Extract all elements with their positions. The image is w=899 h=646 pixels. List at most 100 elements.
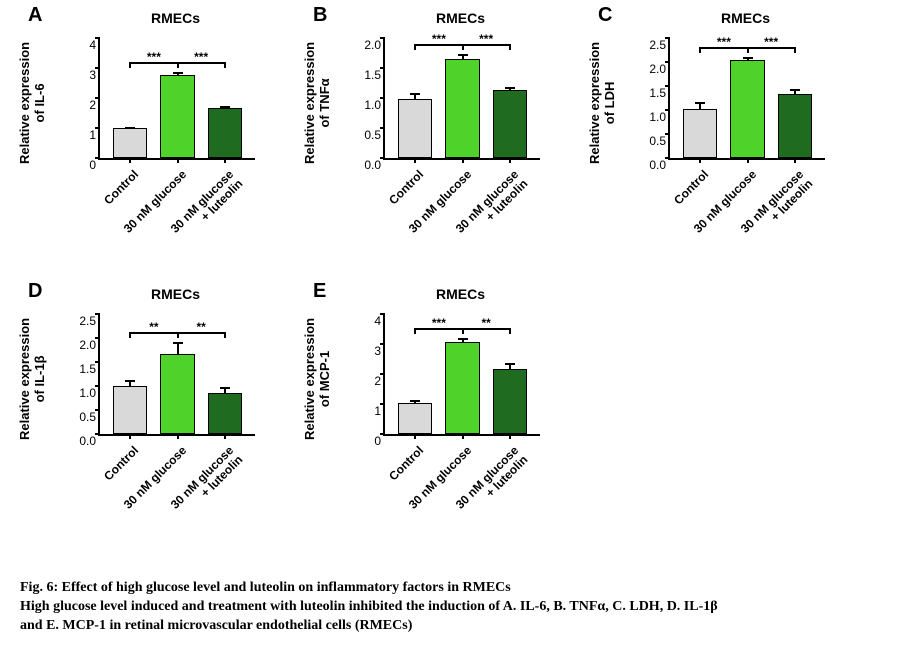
sig-bracket-drop bbox=[794, 47, 796, 53]
errorbar-cap bbox=[125, 380, 135, 382]
xtick-mark bbox=[699, 158, 701, 163]
plot-area: 01234****** bbox=[98, 38, 255, 160]
bar bbox=[160, 354, 194, 434]
xtick-mark bbox=[224, 158, 226, 163]
panel-A: ARMECsRelative expressionof IL-601234***… bbox=[10, 4, 295, 259]
ytick-label: 4 bbox=[89, 38, 100, 52]
sig-bracket-drop bbox=[177, 62, 179, 68]
bar bbox=[113, 386, 147, 434]
panel-title: RMECs bbox=[638, 10, 853, 26]
bar bbox=[683, 109, 717, 158]
errorbar-cap bbox=[410, 400, 420, 402]
bar bbox=[493, 369, 527, 434]
ytick-label: 2 bbox=[374, 374, 385, 388]
ytick-label: 1.5 bbox=[364, 68, 385, 82]
sig-label: *** bbox=[764, 35, 778, 49]
errorbar-cap bbox=[743, 57, 753, 59]
sig-bracket-drop bbox=[129, 332, 131, 338]
sig-bracket-drop bbox=[747, 47, 749, 53]
xtick-mark bbox=[509, 434, 511, 439]
y-axis-label: Relative expressionof LDH bbox=[588, 33, 618, 173]
ytick-label: 1.0 bbox=[79, 386, 100, 400]
sig-bracket-drop bbox=[224, 332, 226, 338]
figure-container: { "colors":{ "control":"#d9d9d9", "gluco… bbox=[0, 0, 899, 646]
sig-label: *** bbox=[432, 316, 446, 330]
caption-line2: High glucose level induced and treatment… bbox=[20, 599, 718, 614]
bar bbox=[493, 90, 527, 158]
figure-caption: Fig. 6: Effect of high glucose level and… bbox=[20, 579, 718, 636]
y-axis-label: Relative expressionof TNFα bbox=[303, 33, 333, 173]
errorbar-cap bbox=[505, 363, 515, 365]
errorbar-cap bbox=[458, 54, 468, 56]
ytick-label: 0.0 bbox=[649, 158, 670, 172]
sig-bracket-drop bbox=[699, 47, 701, 53]
ytick-label: 2.5 bbox=[649, 38, 670, 52]
bar bbox=[398, 403, 432, 434]
ytick-label: 2.5 bbox=[79, 314, 100, 328]
xtick-mark bbox=[224, 434, 226, 439]
panel-B: BRMECsRelative expressionof TNFα0.00.51.… bbox=[295, 4, 580, 259]
panel-title: RMECs bbox=[353, 286, 568, 302]
sig-bracket-drop bbox=[177, 332, 179, 338]
panel-title: RMECs bbox=[68, 286, 283, 302]
errorbar-cap bbox=[695, 102, 705, 104]
ytick-label: 1.0 bbox=[649, 110, 670, 124]
sig-label: ** bbox=[481, 316, 490, 330]
bar bbox=[730, 60, 764, 158]
xtick-mark bbox=[794, 158, 796, 163]
errorbar-cap bbox=[173, 342, 183, 344]
caption-line3: and E. MCP-1 in retinal microvascular en… bbox=[20, 618, 412, 633]
errorbar-cap bbox=[220, 106, 230, 108]
bar bbox=[208, 393, 242, 434]
bar bbox=[113, 128, 147, 158]
xtick-mark bbox=[129, 434, 131, 439]
sig-bracket-drop bbox=[509, 44, 511, 50]
xtick-mark bbox=[747, 158, 749, 163]
panel-D: DRMECsRelative expressionof IL-1β0.00.51… bbox=[10, 280, 295, 535]
bar bbox=[778, 94, 812, 158]
bar bbox=[208, 108, 242, 158]
sig-label: *** bbox=[479, 32, 493, 46]
sig-bracket-drop bbox=[129, 62, 131, 68]
bar bbox=[398, 99, 432, 158]
ytick-label: 1.0 bbox=[364, 98, 385, 112]
ytick-label: 2.0 bbox=[649, 62, 670, 76]
ytick-label: 2.0 bbox=[364, 38, 385, 52]
sig-bracket-drop bbox=[462, 328, 464, 334]
ytick-label: 0.5 bbox=[364, 128, 385, 142]
y-axis-label: Relative expressionof IL-1β bbox=[18, 309, 48, 449]
sig-label: *** bbox=[432, 32, 446, 46]
xtick-mark bbox=[462, 434, 464, 439]
ytick-label: 3 bbox=[374, 344, 385, 358]
panel-E: ERMECsRelative expressionof MCP-101234**… bbox=[295, 280, 580, 535]
sig-bracket-drop bbox=[509, 328, 511, 334]
sig-label: ** bbox=[149, 320, 158, 334]
ytick-label: 0.0 bbox=[79, 434, 100, 448]
ytick-label: 1 bbox=[89, 128, 100, 142]
errorbar-cap bbox=[790, 89, 800, 91]
errorbar-cap bbox=[220, 387, 230, 389]
sig-label: ** bbox=[196, 320, 205, 334]
ytick-label: 0.5 bbox=[79, 410, 100, 424]
plot-area: 0.00.51.01.52.0****** bbox=[383, 38, 540, 160]
xtick-mark bbox=[177, 434, 179, 439]
bar bbox=[445, 59, 479, 158]
ytick-label: 2 bbox=[89, 98, 100, 112]
panel-title: RMECs bbox=[68, 10, 283, 26]
ytick-label: 1.5 bbox=[649, 86, 670, 100]
ytick-label: 4 bbox=[374, 314, 385, 328]
panel-letter: A bbox=[28, 4, 42, 27]
panel-title: RMECs bbox=[353, 10, 568, 26]
panel-letter: E bbox=[313, 280, 326, 303]
errorbar-cap bbox=[410, 93, 420, 95]
xtick-mark bbox=[129, 158, 131, 163]
panel-C: C RMECs Relative expressionof LDH 0.00.51.0… bbox=[580, 4, 865, 259]
sig-bracket-drop bbox=[414, 328, 416, 334]
ytick-label: 0 bbox=[89, 158, 100, 172]
plot-area: 0.00.51.01.52.02.5****** bbox=[668, 38, 825, 160]
panel-letter: C bbox=[598, 4, 612, 27]
ytick-label: 3 bbox=[89, 68, 100, 82]
sig-label: *** bbox=[147, 50, 161, 64]
xtick-mark bbox=[414, 158, 416, 163]
sig-bracket-drop bbox=[224, 62, 226, 68]
